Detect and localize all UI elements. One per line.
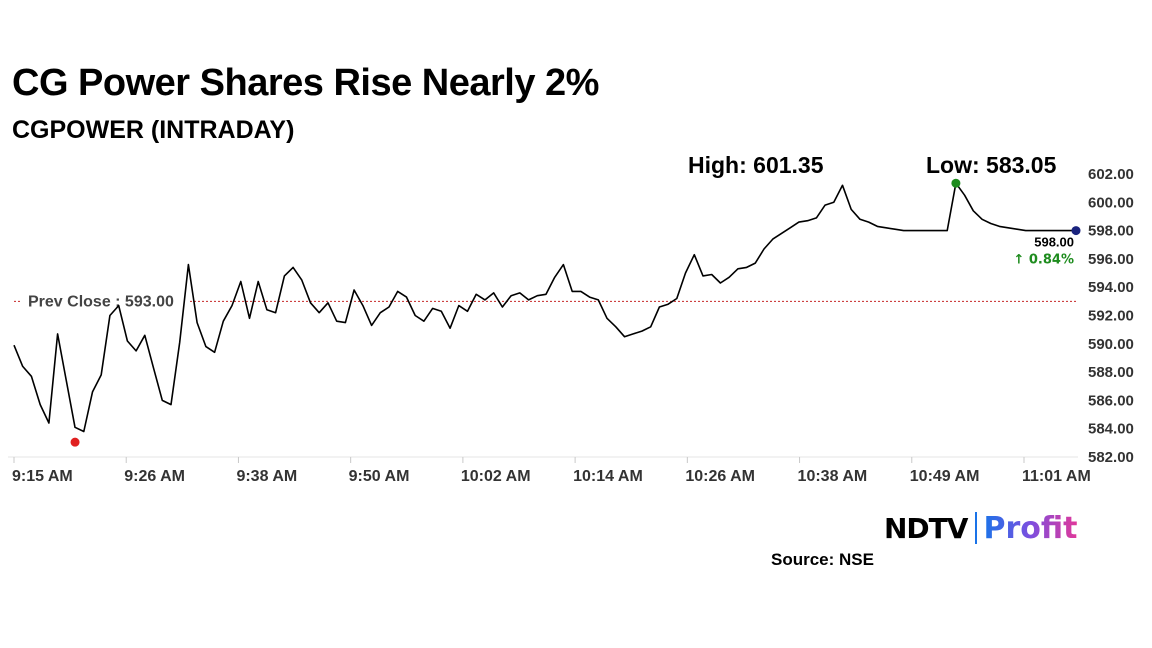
x-tick-label: 10:26 AM xyxy=(685,468,755,485)
y-tick-label: 584.00 xyxy=(1088,421,1134,438)
y-tick-label: 582.00 xyxy=(1088,449,1134,466)
y-tick-label: 596.00 xyxy=(1088,251,1134,268)
x-tick-label: 9:26 AM xyxy=(124,468,185,485)
x-axis: 9:15 AM 9:26 AM 9:38 AM 9:50 AM 10:02 AM 10:1… xyxy=(8,456,1091,485)
y-axis: 582.00 584.00 586.00 588.00 590.00 592.00 594.… xyxy=(1088,166,1134,466)
logo-ndtv-text: NDTV xyxy=(884,511,968,545)
markers-group: 598.00 ↑ 0.84% xyxy=(70,178,1081,447)
logo-profit-text: Profit xyxy=(983,510,1078,546)
y-tick-label: 602.00 xyxy=(1088,166,1134,183)
chart-subtitle: CGPOWER (INTRADAY) xyxy=(12,116,295,144)
prev-close-label-bg xyxy=(22,290,188,311)
x-tick-label: 9:50 AM xyxy=(349,468,410,485)
low-stat: Low: 583.05 xyxy=(926,152,1057,178)
x-tick-label: 9:15 AM xyxy=(12,468,73,485)
logo-divider xyxy=(975,512,978,544)
y-tick-label: 598.00 xyxy=(1088,223,1134,240)
y-tick-label: 594.00 xyxy=(1088,279,1134,296)
x-tick-label: 11:01 AM xyxy=(1022,468,1091,485)
change-percent-label: ↑ 0.84% xyxy=(1013,253,1074,268)
high-marker xyxy=(951,178,961,188)
chart-title: CG Power Shares Rise Nearly 2% xyxy=(12,62,599,104)
high-stat: High: 601.35 xyxy=(688,152,824,178)
ndtv-profit-logo: NDTV Profit xyxy=(884,510,1077,546)
x-tick-label: 10:14 AM xyxy=(573,468,643,485)
x-tick-label: 10:02 AM xyxy=(461,468,531,485)
x-tick-label: 10:49 AM xyxy=(910,468,980,485)
series-group xyxy=(13,182,1078,433)
prev-close-label: Prev Close : 593.00 xyxy=(28,293,174,310)
y-tick-label: 592.00 xyxy=(1088,308,1134,325)
source-note: Source: NSE xyxy=(771,550,874,569)
x-tick-label: 10:38 AM xyxy=(798,468,868,485)
price-line xyxy=(13,182,1078,433)
last-price-label: 598.00 xyxy=(1034,235,1074,250)
x-tick-label: 9:38 AM xyxy=(236,468,297,485)
y-tick-label: 590.00 xyxy=(1088,336,1134,353)
y-tick-label: 586.00 xyxy=(1088,392,1134,409)
y-tick-label: 600.00 xyxy=(1088,194,1134,211)
prev-close-group: Prev Close : 593.00 xyxy=(14,290,1078,311)
last-price-marker xyxy=(1071,226,1081,236)
y-tick-label: 588.00 xyxy=(1088,364,1134,381)
low-marker xyxy=(70,437,80,447)
